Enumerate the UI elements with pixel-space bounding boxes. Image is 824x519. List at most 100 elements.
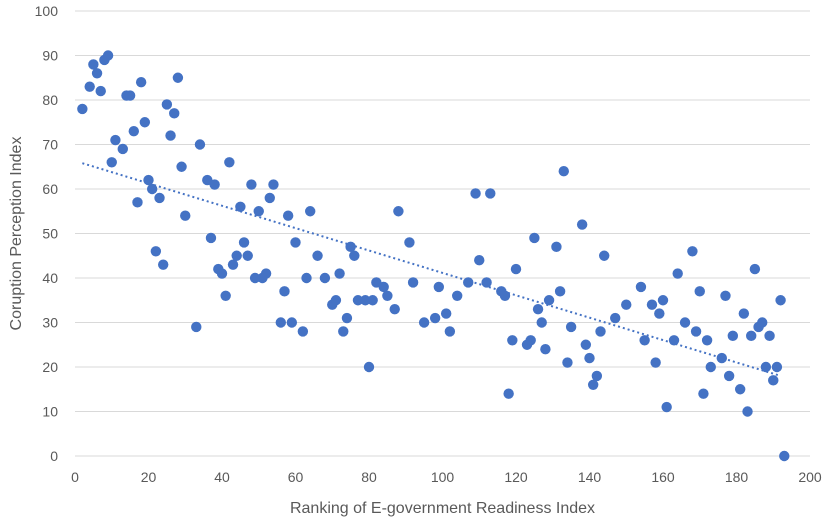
data-point	[209, 179, 220, 190]
data-point	[746, 330, 757, 342]
data-point	[220, 290, 231, 301]
trendline	[82, 162, 781, 377]
data-point	[768, 375, 779, 386]
data-point	[510, 263, 522, 275]
data-point	[723, 370, 735, 382]
data-point	[485, 188, 496, 199]
data-point	[360, 295, 371, 306]
gridlines	[75, 10, 810, 457]
data-point	[367, 295, 378, 306]
data-point	[242, 250, 253, 261]
data-point	[591, 370, 603, 382]
data-point	[341, 312, 353, 324]
data-point	[305, 206, 316, 217]
data-point	[418, 317, 430, 328]
data-point	[532, 303, 544, 315]
data-point	[701, 335, 713, 346]
data-point	[657, 295, 669, 306]
data-point	[672, 268, 683, 279]
data-point	[599, 250, 610, 261]
data-point	[499, 290, 511, 301]
data-point	[429, 312, 441, 324]
data-point	[106, 157, 117, 168]
data-point	[734, 384, 746, 395]
data-point	[297, 326, 309, 337]
data-point	[474, 255, 485, 266]
data-point	[779, 450, 790, 462]
data-points	[77, 50, 790, 462]
trendline-layer	[82, 162, 781, 377]
x-tick-label: 100	[431, 469, 455, 485]
data-point	[720, 290, 731, 301]
data-point	[286, 317, 298, 328]
data-point	[176, 161, 187, 172]
data-point	[463, 277, 474, 288]
y-tick-label: 10	[42, 404, 58, 420]
data-point	[738, 308, 750, 319]
data-point	[378, 281, 389, 293]
data-point	[554, 286, 566, 297]
data-point	[246, 179, 257, 190]
data-point	[91, 68, 103, 79]
data-point	[235, 201, 246, 212]
data-point	[687, 246, 698, 257]
y-tick-label: 20	[42, 359, 58, 375]
data-point	[143, 174, 154, 186]
data-point	[771, 361, 783, 373]
data-point	[440, 308, 452, 319]
data-point	[169, 108, 180, 119]
data-point	[610, 312, 621, 324]
data-point	[102, 50, 114, 61]
x-tick-label: 120	[504, 469, 528, 485]
data-point	[135, 77, 147, 88]
x-tick-label: 0	[71, 469, 79, 485]
data-point	[668, 335, 680, 346]
data-point	[529, 232, 540, 244]
data-point	[231, 250, 242, 261]
data-point	[275, 317, 286, 328]
data-point	[338, 326, 349, 337]
data-point	[749, 263, 761, 275]
data-point	[705, 361, 716, 373]
data-point	[635, 281, 647, 293]
data-point	[587, 379, 599, 390]
data-point	[363, 361, 375, 373]
data-point	[433, 281, 445, 293]
data-point	[150, 246, 162, 257]
y-tick-label: 80	[42, 92, 58, 108]
data-point	[154, 192, 165, 204]
data-point	[536, 317, 547, 328]
data-point	[95, 85, 106, 97]
data-point	[690, 326, 702, 337]
data-point	[742, 406, 753, 417]
data-point	[180, 210, 191, 221]
data-point	[576, 219, 588, 230]
x-axis-tick-labels: 0 20 40 60 80 100 120 140 160 180 200	[71, 469, 822, 485]
x-tick-label: 160	[651, 469, 675, 485]
x-tick-label: 200	[798, 469, 822, 485]
data-point	[194, 139, 206, 150]
data-point	[775, 295, 786, 306]
data-point	[238, 237, 250, 248]
data-point	[161, 99, 173, 110]
data-point	[404, 237, 415, 248]
data-point	[312, 250, 323, 261]
data-point	[110, 134, 121, 146]
data-point	[503, 388, 514, 399]
data-point	[716, 352, 727, 364]
data-point	[565, 321, 577, 333]
data-point	[543, 295, 555, 306]
y-axis-title: Coruption Perception Index	[8, 137, 25, 331]
data-point	[128, 125, 139, 137]
data-point	[646, 299, 658, 310]
data-point	[382, 290, 393, 301]
data-point	[698, 388, 709, 399]
data-point	[389, 303, 400, 315]
data-point	[249, 272, 261, 284]
x-tick-label: 80	[361, 469, 377, 485]
data-point	[525, 335, 536, 346]
y-tick-label: 60	[42, 181, 58, 197]
data-point	[132, 197, 143, 208]
data-point	[349, 250, 360, 261]
